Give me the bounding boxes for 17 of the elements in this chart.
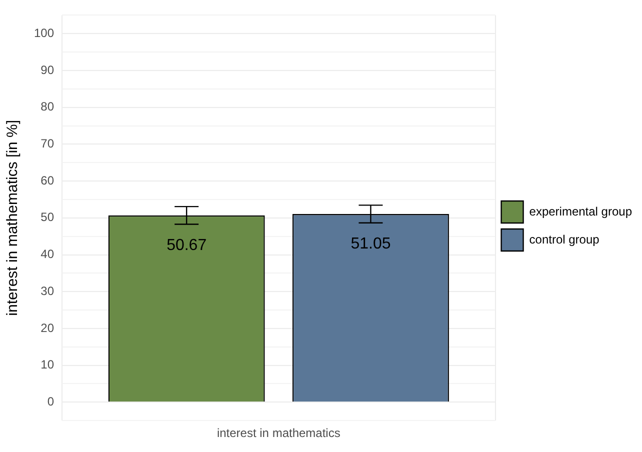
y-axis-title: interest in mathematics [in %] — [4, 120, 22, 316]
y-tick-label: 80 — [40, 100, 54, 114]
y-tick-label: 20 — [40, 320, 54, 335]
y-tick-label: 10 — [40, 358, 54, 372]
legend-label: control group — [529, 232, 600, 246]
y-tick-label: 30 — [40, 284, 54, 298]
data-label: 51.05 — [350, 235, 391, 252]
data-label: 50.67 — [166, 236, 207, 254]
y-tick-label: 0 — [47, 394, 54, 408]
legend-label: experimental group — [529, 204, 632, 218]
y-tick-label: 70 — [40, 136, 54, 151]
y-tick-label: 60 — [40, 173, 54, 188]
y-tick-label: 40 — [40, 247, 54, 262]
y-tick-label: 100 — [34, 26, 54, 40]
y-tick-label: 50 — [40, 210, 54, 224]
x-tick-label: interest in mathematics — [216, 426, 340, 440]
y-tick-label: 90 — [40, 62, 54, 77]
